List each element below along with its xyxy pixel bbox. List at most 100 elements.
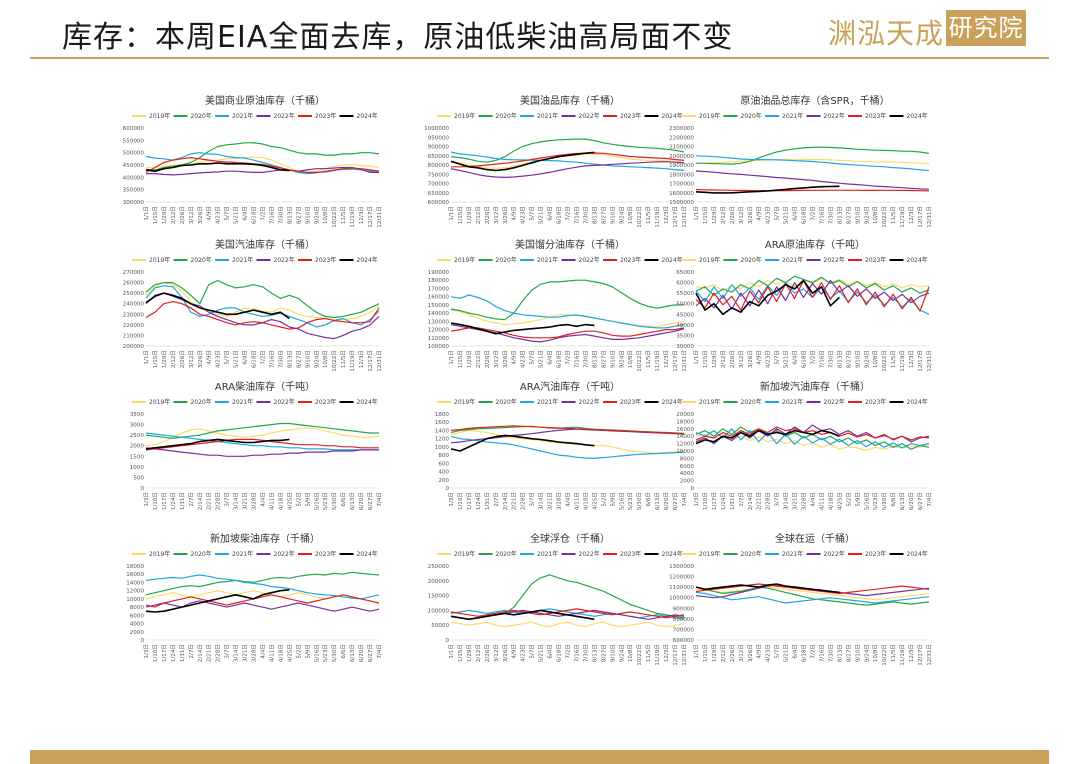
y-tick-label: 1900000 xyxy=(669,163,694,169)
legend-label: 2019年 xyxy=(149,550,170,558)
x-tick-label: 7/2日 xyxy=(260,350,267,365)
x-tick-label: 8/13日 xyxy=(591,644,598,662)
x-tick-label: 6/18日 xyxy=(801,350,808,368)
x-tick-label: 10/22日 xyxy=(331,350,338,372)
y-tick-label: 800000 xyxy=(673,617,695,623)
legend-label: 2023年 xyxy=(620,256,641,264)
x-tick-label: 5/7日 xyxy=(224,206,231,221)
y-tick-label: 600000 xyxy=(123,126,145,132)
x-tick-label: 7/16日 xyxy=(268,350,275,368)
y-tick-label: 400 xyxy=(438,470,449,476)
x-tick-label: 2/26日 xyxy=(484,206,491,224)
y-tick-label: 700000 xyxy=(428,182,450,188)
legend-label: 2019年 xyxy=(149,256,170,264)
x-tick-label: 2/12日 xyxy=(720,206,727,224)
y-tick-label: 210000 xyxy=(123,333,145,339)
chart-8: 新加坡汽油库存（千桶） 2019年 2020年 2021年 2022年 2023年 2024… xyxy=(676,380,933,510)
series-line-3 xyxy=(146,166,379,176)
y-tick-label: 1300000 xyxy=(669,564,694,570)
y-tick-label: 0 xyxy=(140,638,144,644)
x-tick-label: 1/15日 xyxy=(702,206,709,224)
x-tick-label: 12/17日 xyxy=(917,206,924,228)
x-tick-label: 3/12日 xyxy=(493,206,500,224)
series-line-5 xyxy=(695,583,840,594)
series-line-4 xyxy=(695,188,930,192)
chart-2: 原油油品总库存（含SPR，千桶） 2019年 2020年 2021年 2022年 2023… xyxy=(669,94,933,228)
x-tick-label: 9/10日 xyxy=(304,350,311,368)
legend-label: 2020年 xyxy=(191,398,212,406)
chart-title: ARA原油库存（千吨） xyxy=(765,238,865,251)
y-tick-label: 250000 xyxy=(123,291,145,297)
x-tick-label: 2/14日 xyxy=(197,492,204,510)
chart-4: 美国馏分油库存（千桶） 2019年 2020年 2021年 2022年 2023年 2024… xyxy=(428,238,688,372)
y-tick-label: 0 xyxy=(690,486,694,492)
x-tick-label: 5/9日 xyxy=(609,492,616,507)
y-tick-label: 16000 xyxy=(676,427,694,433)
x-tick-label: 5/7日 xyxy=(529,644,536,659)
series-line-2 xyxy=(695,428,930,449)
y-tick-label: 150000 xyxy=(428,594,450,600)
x-tick-label: 5/7日 xyxy=(529,350,536,365)
legend-label: 2021年 xyxy=(232,550,253,558)
x-tick-label: 2/26日 xyxy=(484,644,491,662)
x-tick-label: 4/23日 xyxy=(765,206,772,224)
x-tick-label: 11/5日 xyxy=(890,350,897,368)
x-tick-label: 1/17日 xyxy=(466,492,473,510)
x-tick-label: 2/26日 xyxy=(729,350,736,368)
x-tick-label: 5/30日 xyxy=(636,492,643,510)
x-tick-label: 3/26日 xyxy=(197,350,204,368)
series-line-2 xyxy=(450,608,685,620)
x-tick-label: 1/24日 xyxy=(170,492,177,510)
legend-label: 2021年 xyxy=(537,398,558,406)
series-line-5 xyxy=(145,589,290,613)
y-tick-label: 2000 xyxy=(130,444,145,450)
x-tick-label: 3/12日 xyxy=(493,644,500,662)
y-tick-label: 220000 xyxy=(123,323,145,329)
x-tick-label: 8/13日 xyxy=(836,206,843,224)
series-line-4 xyxy=(450,327,685,339)
x-tick-label: 3/7日 xyxy=(224,644,231,659)
legend-label: 2024年 xyxy=(662,112,683,120)
x-tick-label: 10/22日 xyxy=(636,206,643,228)
legend-label: 2019年 xyxy=(699,398,720,406)
series-line-5 xyxy=(695,279,840,316)
y-tick-label: 250000 xyxy=(428,564,450,570)
x-tick-label: 4/23日 xyxy=(215,350,222,368)
x-tick-label: 1/17日 xyxy=(711,492,718,510)
x-tick-label: 1/31日 xyxy=(484,492,491,510)
legend-label: 2022年 xyxy=(274,256,295,264)
y-tick-label: 130000 xyxy=(428,319,450,325)
x-tick-label: 5/16日 xyxy=(618,492,625,510)
x-tick-label: 2/7日 xyxy=(493,492,500,507)
chart-7: ARA汽油库存（千吨） 2019年 2020年 2021年 2022年 2023年 2024… xyxy=(435,380,688,510)
y-tick-label: 260000 xyxy=(123,281,145,287)
y-tick-label: 950000 xyxy=(428,135,450,141)
x-tick-label: 6/27日 xyxy=(367,644,374,662)
x-tick-label: 12/3日 xyxy=(663,644,670,662)
legend-label: 2022年 xyxy=(274,398,295,406)
x-tick-label: 12/17日 xyxy=(672,644,679,666)
legend-label: 2021年 xyxy=(537,550,558,558)
series-line-2 xyxy=(145,432,379,451)
x-tick-label: 5/30日 xyxy=(881,492,888,510)
x-tick-label: 5/16日 xyxy=(313,644,320,662)
y-tick-label: 14000 xyxy=(676,434,694,440)
x-tick-label: 6/4日 xyxy=(792,350,799,365)
chart-3: 美国汽油库存（千桶） 2019年 2020年 2021年 2022年 2023年 2024年… xyxy=(123,238,383,372)
x-tick-label: 1/3日 xyxy=(448,492,455,507)
legend-label: 2024年 xyxy=(907,256,928,264)
x-tick-label: 4/23日 xyxy=(765,644,772,662)
x-tick-label: 1/29日 xyxy=(711,644,718,662)
x-tick-label: 6/18日 xyxy=(801,644,808,662)
series-line-2 xyxy=(145,574,380,600)
x-tick-label: 4/11日 xyxy=(818,492,825,510)
chart-10: 全球浮仓（千桶） 2019年 2020年 2021年 2022年 2023年 2024年 25… xyxy=(428,532,688,666)
x-tick-label: 7/2日 xyxy=(565,644,572,659)
legend-label: 2021年 xyxy=(537,112,558,120)
x-tick-label: 3/28日 xyxy=(251,644,258,662)
x-tick-label: 2/21日 xyxy=(511,492,518,510)
x-tick-label: 11/5日 xyxy=(890,644,897,662)
x-tick-label: 4/9日 xyxy=(511,350,518,365)
y-tick-label: 8000 xyxy=(680,456,695,462)
x-tick-label: 1/10日 xyxy=(152,644,159,662)
